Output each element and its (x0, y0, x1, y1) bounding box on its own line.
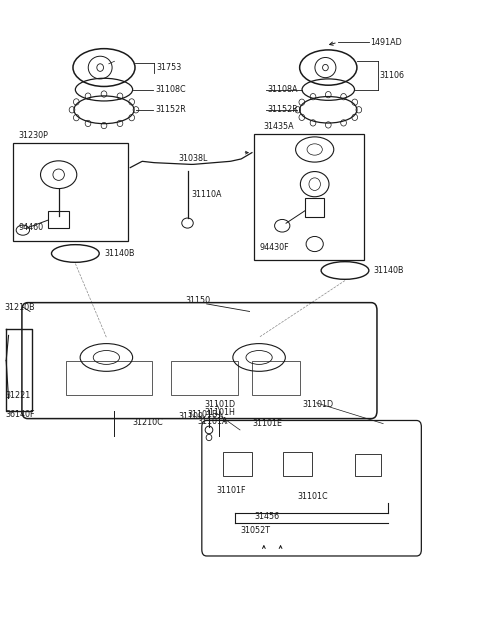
Text: 94460: 94460 (18, 223, 43, 232)
Ellipse shape (206, 434, 212, 441)
Text: 31108C: 31108C (156, 85, 186, 94)
Text: 31221: 31221 (6, 391, 31, 400)
Text: 31101H: 31101H (204, 408, 235, 417)
Text: 31210B: 31210B (5, 303, 36, 311)
Bar (13, 143, 128, 241)
Text: 31140B: 31140B (373, 266, 404, 275)
Text: 31101A: 31101A (197, 417, 228, 426)
Bar (252, 361, 300, 395)
Text: 31101D: 31101D (204, 400, 235, 409)
Text: 31753: 31753 (156, 63, 182, 72)
Text: 31101F: 31101F (216, 486, 246, 495)
Bar (283, 452, 312, 476)
Text: 31435A: 31435A (264, 122, 295, 130)
Bar (355, 454, 381, 476)
Text: 31152R: 31152R (156, 105, 186, 115)
Text: 31150: 31150 (185, 296, 210, 305)
Text: 31101D: 31101D (302, 400, 333, 409)
Text: 31101C: 31101C (297, 492, 328, 501)
Text: 31140B: 31140B (104, 249, 134, 258)
Text: 94430F: 94430F (259, 242, 288, 252)
Text: 31456: 31456 (254, 512, 279, 522)
Bar (305, 198, 324, 217)
Bar (254, 134, 364, 260)
Text: 31210C: 31210C (132, 418, 163, 427)
Bar (48, 211, 69, 229)
Text: 1491AD: 1491AD (370, 38, 402, 47)
Text: 31038L: 31038L (178, 154, 207, 163)
Bar (66, 361, 152, 395)
Text: 31106: 31106 (380, 71, 405, 80)
Bar (171, 361, 238, 395)
Text: 36140F: 36140F (6, 410, 35, 418)
Text: 31230P: 31230P (18, 131, 48, 140)
Text: 31052T: 31052T (240, 526, 270, 536)
Text: 31108A: 31108A (268, 85, 298, 94)
Bar (223, 452, 252, 476)
Text: 31109: 31109 (178, 411, 203, 420)
Text: 31101E: 31101E (252, 419, 282, 428)
Text: 31152R: 31152R (268, 105, 299, 115)
Text: 31110A: 31110A (192, 190, 222, 199)
Text: 31101B: 31101B (188, 410, 218, 418)
